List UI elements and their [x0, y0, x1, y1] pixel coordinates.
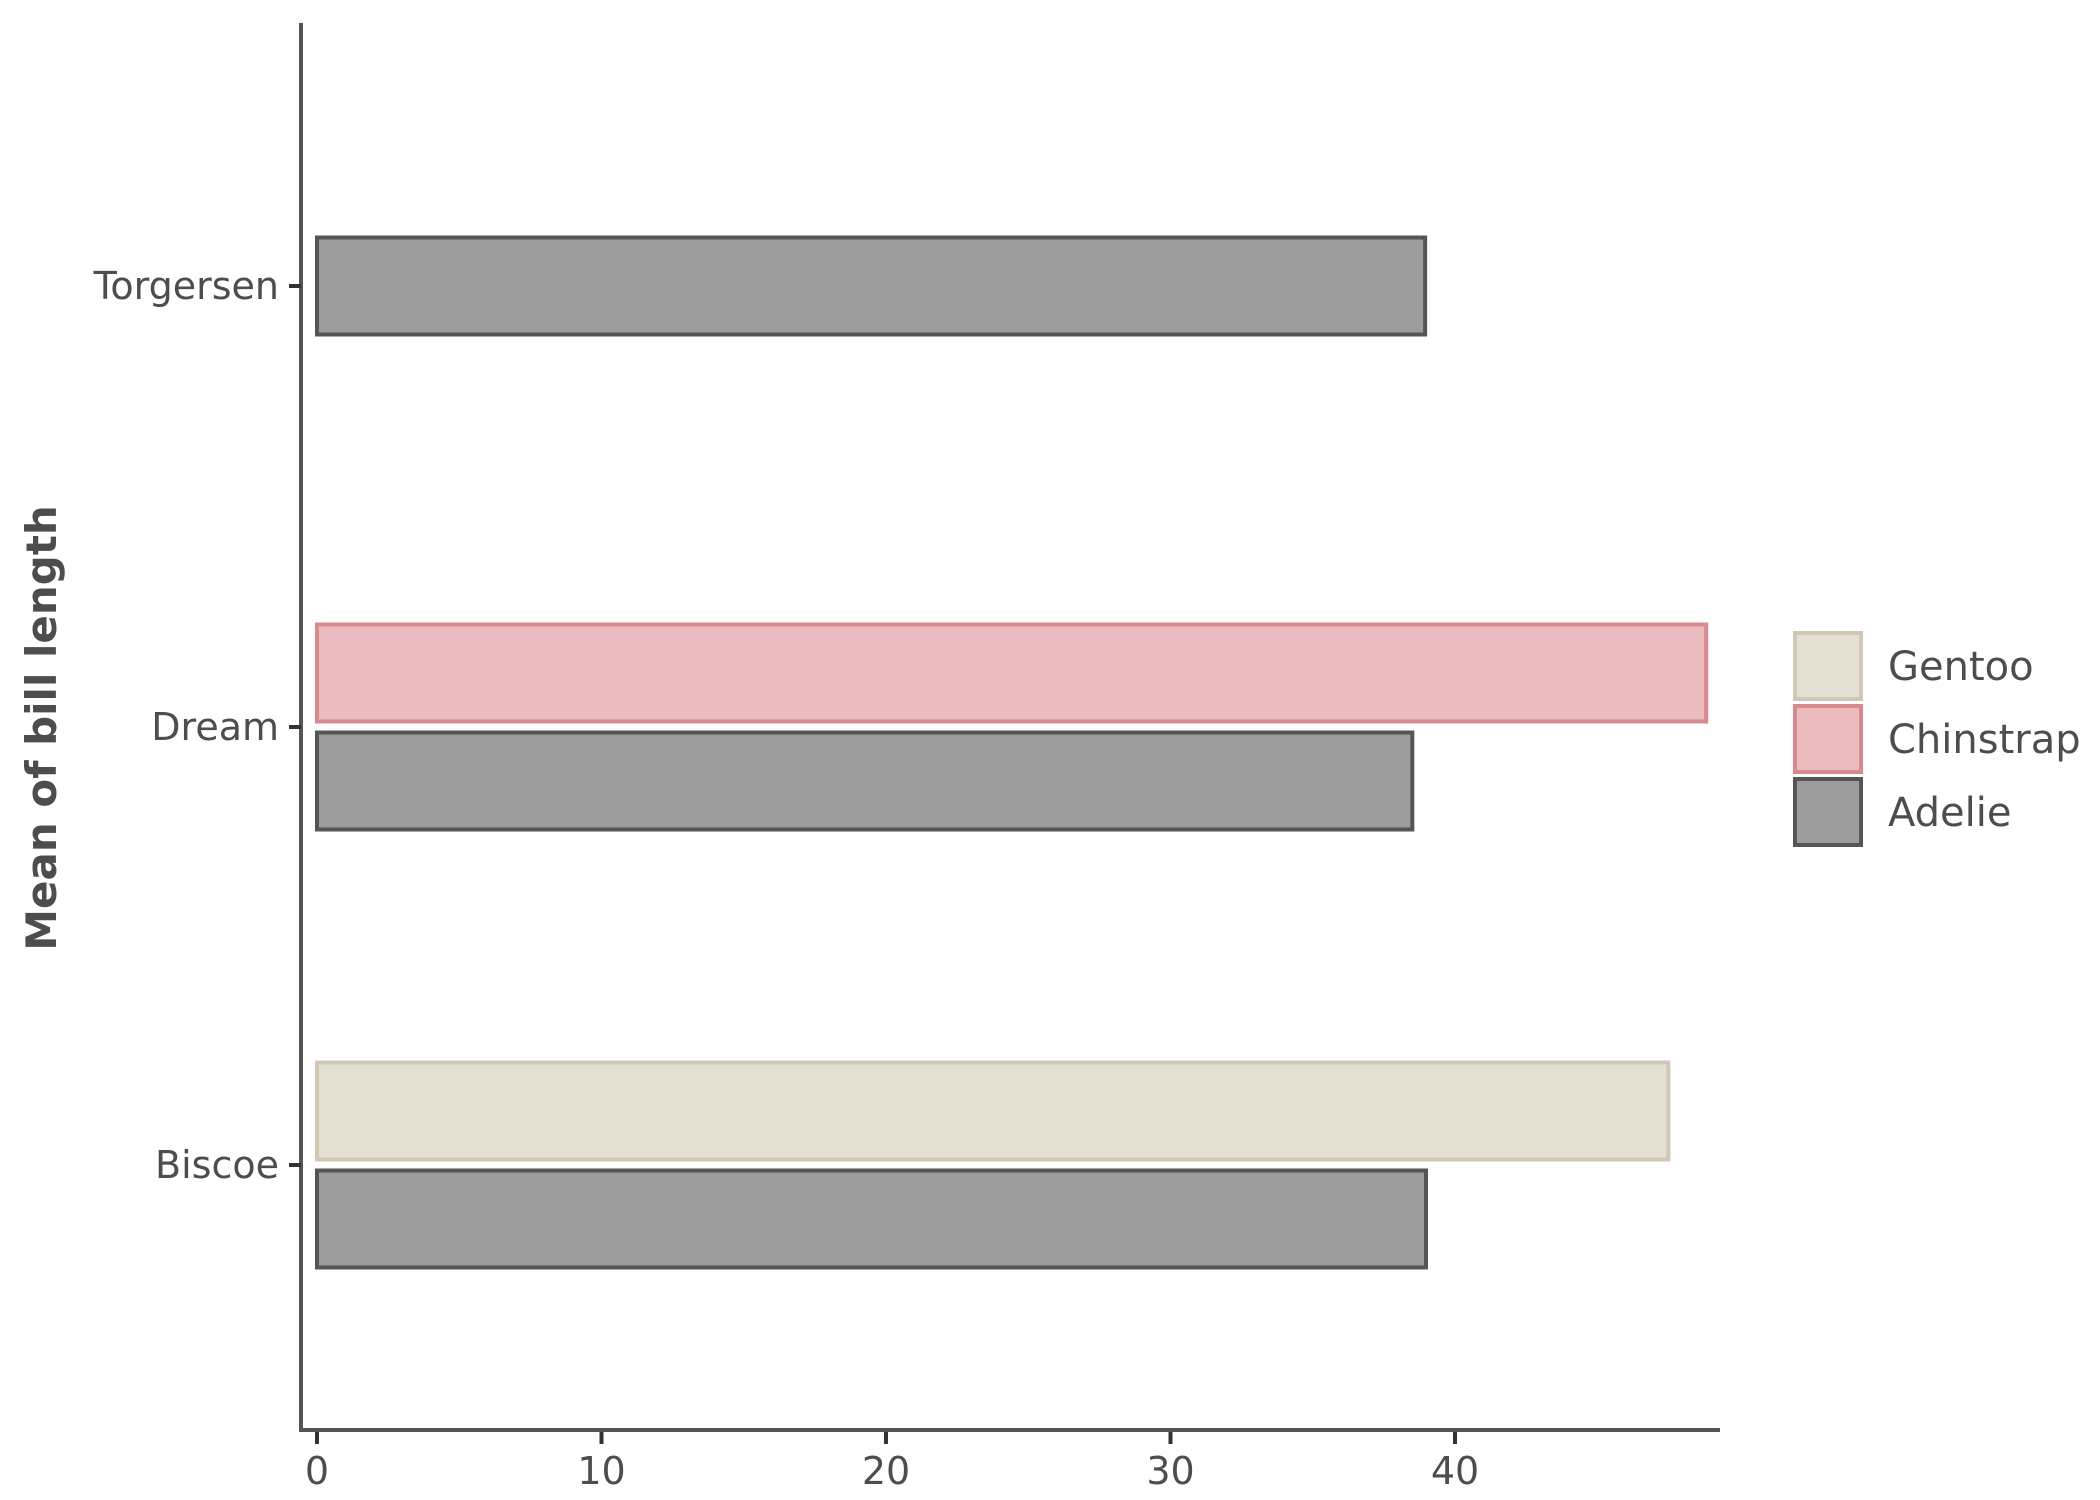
x-tick-label: 40: [1431, 1449, 1479, 1493]
y-tick-label: Biscoe: [155, 1143, 279, 1187]
x-tick-label: 20: [862, 1449, 910, 1493]
bar-dream-chinstrap: [315, 622, 1709, 724]
bars-layer: [315, 235, 1709, 1270]
y-axis-ticks: Biscoe Dream Torgersen: [93, 264, 301, 1187]
bar-biscoe-adelie: [315, 1168, 1428, 1270]
bar-biscoe-gentoo: [315, 1060, 1671, 1162]
legend-label-chinstrap: Chinstrap: [1888, 717, 2081, 763]
y-axis-title: Mean of bill length: [17, 505, 66, 951]
legend: Gentoo Chinstrap Adelie: [1793, 631, 2081, 847]
x-tick-label: 30: [1146, 1449, 1194, 1493]
x-tick-label: 0: [305, 1449, 329, 1493]
y-tick-label: Torgersen: [93, 264, 279, 308]
legend-key-adelie: [1793, 777, 1863, 847]
legend-key-chinstrap: [1793, 704, 1863, 774]
bar-dream-adelie: [315, 730, 1415, 832]
x-tick-label: 10: [577, 1449, 625, 1493]
bar-torgersen-adelie: [315, 235, 1428, 337]
legend-key-gentoo: [1793, 631, 1863, 701]
legend-label-adelie: Adelie: [1888, 790, 2012, 836]
y-tick-label: Dream: [151, 705, 279, 749]
x-axis-ticks: 0 10 20 30 40: [305, 1432, 1479, 1493]
legend-label-gentoo: Gentoo: [1888, 644, 2034, 690]
